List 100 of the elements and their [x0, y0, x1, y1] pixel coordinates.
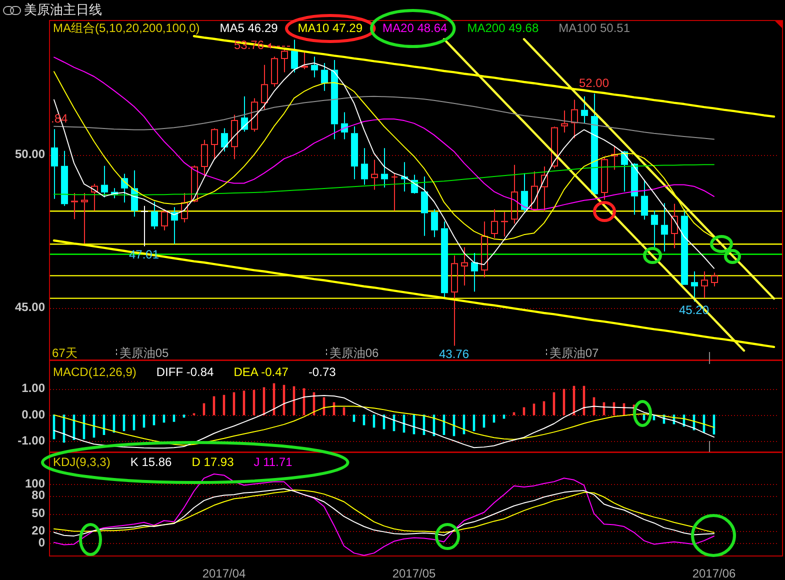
x-tick-label: 美原油07 [549, 346, 599, 360]
candlestick [91, 183, 98, 212]
candlestick [181, 192, 188, 223]
text: K 15.86 [130, 455, 172, 469]
candlestick [321, 62, 328, 92]
candlestick [421, 176, 428, 236]
bar [532, 403, 536, 416]
candlestick [701, 270, 708, 298]
bar [242, 390, 246, 416]
candlestick [661, 202, 668, 252]
bar [342, 407, 346, 416]
candlestick [461, 246, 468, 286]
legend-title: MACD(12,26,9) [53, 365, 136, 379]
candlestick [521, 172, 528, 212]
candlestick [511, 164, 518, 224]
candlestick [641, 179, 648, 220]
x-tick-label: 美原油05 [119, 346, 169, 360]
candlestick [691, 270, 698, 302]
bar [362, 414, 366, 426]
candlestick [281, 47, 288, 73]
candlestick [451, 254, 458, 346]
y-tick-label: -1.00 [18, 433, 46, 448]
legend-title: KDJ(9,3,3) [53, 455, 110, 469]
legend-title: MA组合(5,10,20,200,100,0) [53, 21, 200, 35]
text: MA10 47.29 [298, 21, 363, 35]
candlestick [441, 220, 448, 298]
y-tick-label: 80 [32, 488, 46, 502]
text: DEA -0.47 [234, 365, 288, 379]
candlestick [261, 64, 268, 110]
candlestick [61, 150, 68, 206]
candlestick [351, 126, 358, 180]
candlestick [231, 114, 238, 160]
candlestick [51, 128, 58, 200]
candlestick [140, 205, 148, 247]
candlestick [201, 139, 208, 177]
bar [552, 392, 556, 416]
candlestick [371, 159, 378, 190]
candlestick [151, 200, 158, 230]
bar [642, 414, 646, 420]
candlestick [481, 220, 488, 278]
candlestick [291, 39, 298, 73]
candlestick [611, 146, 618, 170]
y-tick-label: 20 [32, 523, 46, 538]
candlestick [251, 98, 258, 132]
y-tick-label: 50 [32, 506, 46, 520]
bar [212, 396, 216, 416]
candlestick [311, 56, 318, 78]
candlestick [381, 147, 388, 188]
bar [542, 401, 546, 416]
chart-title: 美原油主日线 [24, 2, 102, 18]
candlestick [581, 96, 588, 124]
candlestick [671, 203, 678, 248]
x-tick-label: 美原油06 [329, 346, 379, 360]
candlestick [81, 192, 88, 244]
candlestick [431, 208, 438, 238]
candlestick [301, 50, 308, 70]
candlestick [101, 165, 108, 198]
y-tick-label: 50.00 [14, 146, 46, 161]
candlestick [331, 59, 338, 140]
bar [172, 414, 176, 422]
y-tick-label: 0 [38, 535, 46, 550]
candlestick [471, 252, 478, 292]
candlestick [711, 272, 718, 287]
candlestick [391, 172, 398, 212]
y-tick-label: 100 [24, 476, 46, 490]
candlestick [491, 208, 498, 238]
bar [132, 414, 136, 430]
x-tick-label: 2017/05 [392, 566, 436, 580]
candlestick [221, 128, 228, 152]
annotation: 52.00 [578, 76, 610, 90]
text: MA200 49.68 [467, 21, 539, 35]
text: MA20 48.64 [382, 21, 448, 35]
candlestick [361, 147, 368, 186]
x-tick-label: 2017/06 [692, 566, 736, 580]
candlestick [591, 92, 598, 194]
text: DIFF -0.84 [156, 365, 214, 379]
candlestick [571, 99, 578, 139]
bar [152, 414, 156, 426]
text: D 17.93 [192, 455, 234, 469]
y-tick-label: 1.00 [22, 380, 46, 395]
y-tick-label: 45.00 [14, 300, 46, 314]
candlestick [71, 192, 78, 220]
bar [352, 414, 356, 422]
candlestick [651, 210, 658, 250]
series-label: J 11.71 [254, 455, 292, 469]
candlestick [211, 128, 218, 160]
candlestick [561, 110, 568, 133]
bar [522, 407, 526, 416]
text: MA5 46.29 [220, 21, 278, 35]
candlestick [551, 127, 558, 169]
annotation: 43.76 [438, 346, 470, 361]
bar [232, 392, 236, 416]
text: MA100 50.51 [558, 21, 630, 35]
annotation: 67天 [52, 346, 78, 360]
candlestick [501, 211, 508, 237]
annotation: -0.73 [308, 365, 336, 379]
candlestick [541, 166, 548, 212]
y-tick-label: 0.00 [22, 407, 46, 422]
x-tick-label: 2017/04 [202, 566, 246, 580]
candlestick [271, 56, 278, 87]
